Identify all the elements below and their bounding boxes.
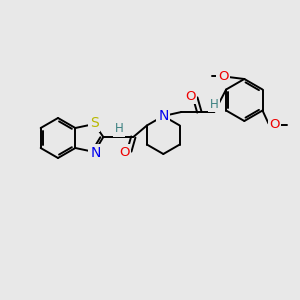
Text: N: N (90, 146, 101, 160)
Text: H: H (210, 98, 219, 110)
Text: S: S (90, 116, 99, 130)
Text: H: H (115, 122, 124, 136)
Text: O: O (119, 146, 130, 158)
Text: O: O (218, 70, 229, 83)
Text: O: O (269, 118, 280, 131)
Text: O: O (185, 89, 196, 103)
Text: N: N (158, 109, 169, 123)
